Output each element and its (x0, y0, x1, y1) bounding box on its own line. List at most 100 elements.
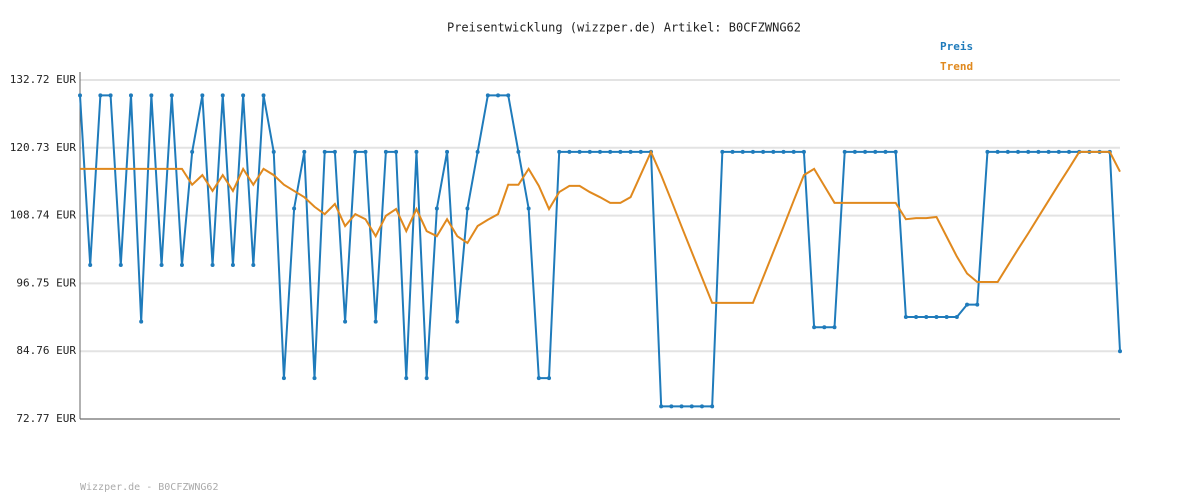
marker (924, 315, 929, 320)
marker (108, 93, 113, 98)
marker (383, 149, 388, 154)
y-tick-label: 108.74 EUR (10, 209, 77, 222)
series-line (80, 149, 1121, 304)
marker (139, 319, 144, 324)
marker (261, 93, 266, 98)
marker (598, 149, 602, 154)
marker (975, 302, 980, 307)
marker (118, 263, 123, 268)
marker (547, 376, 552, 381)
marker (1005, 149, 1010, 154)
marker (230, 263, 235, 268)
marker (730, 149, 735, 154)
marker (506, 93, 511, 98)
marker (343, 319, 348, 324)
marker (771, 149, 776, 154)
legend-label: Trend (940, 60, 973, 73)
marker (903, 315, 908, 320)
marker (618, 149, 623, 154)
marker (332, 149, 337, 154)
legend-label: Preis (940, 40, 973, 53)
marker (445, 149, 450, 154)
marker (302, 149, 307, 154)
marker (699, 404, 704, 409)
marker (567, 149, 572, 154)
y-tick-label: 132.72 EUR (10, 73, 77, 86)
marker (516, 149, 521, 154)
marker (220, 93, 225, 98)
marker (312, 376, 317, 381)
marker (404, 376, 409, 381)
marker (812, 325, 817, 330)
marker (149, 93, 154, 98)
series-line (79, 94, 1121, 408)
marker (720, 149, 725, 154)
marker (241, 93, 246, 98)
marker (557, 149, 562, 154)
marker (322, 149, 327, 154)
marker (995, 149, 1000, 154)
marker (638, 149, 643, 154)
marker (179, 263, 184, 268)
marker (496, 93, 501, 98)
marker (761, 149, 766, 154)
marker (985, 149, 990, 154)
marker (292, 206, 297, 211)
marker (414, 149, 419, 154)
marker (954, 315, 959, 320)
marker (536, 376, 541, 381)
marker (781, 149, 786, 154)
marker (587, 149, 592, 154)
marker (98, 93, 103, 98)
marker (88, 263, 93, 268)
marker (210, 263, 215, 268)
marker (873, 149, 878, 154)
marker (893, 149, 898, 154)
marker (169, 93, 174, 98)
marker (1026, 149, 1031, 154)
footer: Wizzper.de - B0CFZWNG62 (80, 482, 218, 493)
marker (190, 149, 195, 154)
marker (424, 376, 429, 381)
marker (485, 93, 490, 98)
y-tick-label: 96.75 EUR (16, 276, 76, 289)
marker (251, 263, 256, 268)
marker (822, 325, 827, 330)
marker (914, 315, 919, 320)
marker (363, 149, 368, 154)
chart-title: Preisentwicklung (wizzper.de) Artikel: B… (447, 21, 801, 35)
y-tick-label: 120.73 EUR (10, 141, 77, 154)
marker (883, 149, 888, 154)
marker (1046, 149, 1051, 154)
y-tick-label: 72.77 EUR (16, 412, 76, 425)
marker (434, 206, 439, 211)
marker (78, 93, 82, 98)
marker (281, 376, 286, 381)
marker (373, 319, 378, 324)
marker (965, 302, 970, 307)
marker (465, 206, 470, 211)
marker (1016, 149, 1021, 154)
marker (750, 149, 755, 154)
marker (689, 404, 694, 409)
marker (475, 149, 480, 154)
marker (740, 149, 745, 154)
marker (801, 149, 806, 154)
marker (944, 315, 949, 320)
marker (128, 93, 133, 98)
marker (526, 206, 531, 211)
marker (791, 149, 796, 154)
marker (394, 149, 399, 154)
y-tick-label: 84.76 EUR (16, 344, 76, 357)
marker (679, 404, 684, 409)
marker (863, 149, 868, 154)
marker (200, 93, 205, 98)
marker (159, 263, 164, 268)
marker (1056, 149, 1061, 154)
marker (659, 404, 664, 409)
marker (577, 149, 582, 154)
marker (842, 149, 847, 154)
marker (934, 315, 939, 320)
marker (1067, 149, 1072, 154)
